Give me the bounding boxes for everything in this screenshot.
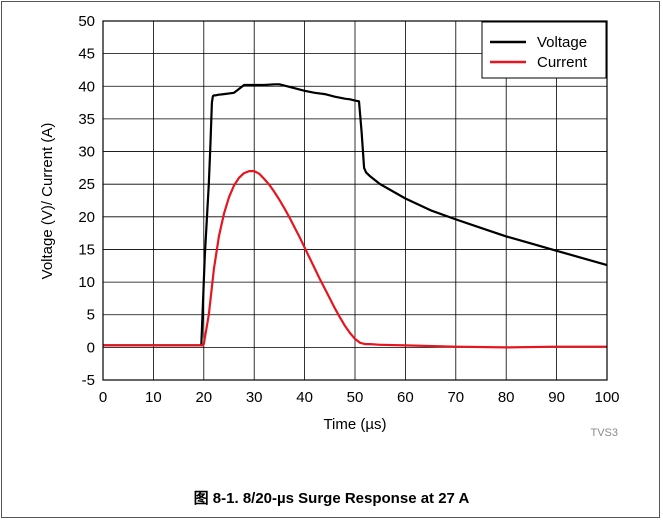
legend-label-voltage: Voltage: [537, 34, 587, 51]
y-tick-label: 30: [78, 144, 95, 161]
y-tick-label: 10: [78, 274, 95, 291]
x-tick-label: 80: [498, 389, 515, 406]
legend: Voltage Current: [481, 21, 607, 79]
plot-border: [102, 20, 608, 381]
series-lines: [103, 83, 608, 349]
figure-code: TVS3: [590, 427, 618, 439]
x-tick-label: 30: [246, 389, 263, 406]
x-tick-label: 40: [296, 389, 313, 406]
x-tick-label: 90: [548, 389, 565, 406]
legend-label-current: Current: [537, 54, 588, 71]
x-tick-label: 50: [347, 389, 364, 406]
tick-labels: 0 10 20 30 40 50 60 70 80 90 100-50510152025303540…: [78, 13, 619, 406]
y-tick-label: 20: [78, 209, 95, 226]
y-tick-label: 25: [78, 176, 95, 193]
x-tick-label: 60: [397, 389, 414, 406]
y-axis-label: Voltage (V)/ Current (A): [39, 123, 56, 280]
y-tick-label: 35: [78, 111, 95, 128]
y-tick-label: 5: [87, 307, 95, 324]
legend-box: [481, 21, 607, 79]
y-tick-label: 40: [78, 78, 95, 95]
x-axis-label: Time (µs): [323, 416, 386, 433]
x-tick-label: 10: [145, 389, 162, 406]
x-tick-label: 100: [594, 389, 619, 406]
series-line-voltage: [103, 83, 608, 347]
y-tick-label: -5: [82, 372, 95, 389]
y-tick-label: 15: [78, 241, 95, 258]
y-tick-label: 45: [78, 46, 95, 63]
figure-caption: 图 8-1. 8/20-µs Surge Response at 27 A: [193, 490, 470, 507]
x-tick-label: 20: [195, 389, 212, 406]
x-tick-label: 70: [447, 389, 464, 406]
y-tick-label: 50: [78, 13, 95, 30]
series-line-current: [103, 170, 607, 349]
x-tick-label: 0: [99, 389, 107, 406]
y-tick-label: 0: [87, 339, 95, 356]
